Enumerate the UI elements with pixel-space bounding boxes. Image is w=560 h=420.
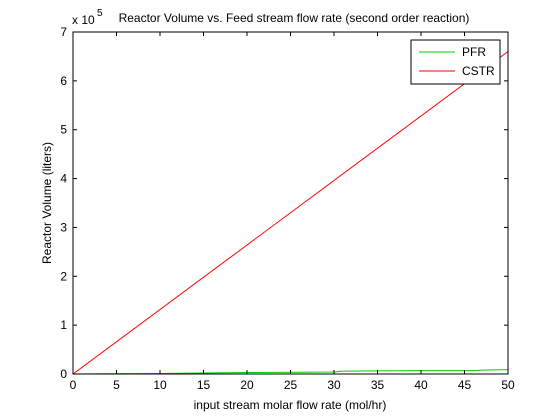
x-tick-label: 15 xyxy=(197,378,211,392)
y-tick-label: 2 xyxy=(60,269,67,283)
x-tick-label: 35 xyxy=(371,378,385,392)
x-tick-label: 45 xyxy=(458,378,472,392)
x-tick-label: 20 xyxy=(240,378,254,392)
y-tick-label: 5 xyxy=(60,123,67,137)
y-tick-label: 3 xyxy=(60,220,67,234)
series-layer xyxy=(72,51,509,375)
x-tick-label: 5 xyxy=(113,378,120,392)
y-axis-label: Reactor Volume (liters) xyxy=(40,142,54,264)
y-tick-label: 7 xyxy=(60,25,67,39)
plot-area xyxy=(73,32,508,374)
x-tick-label: 10 xyxy=(153,378,167,392)
y-tick-label: 0 xyxy=(60,367,67,381)
legend-label-cstr: CSTR xyxy=(462,64,495,78)
x-tick-label: 30 xyxy=(327,378,341,392)
axes-border xyxy=(72,31,509,375)
y-exponent-base: x 10 xyxy=(72,13,95,27)
legend-label-pfr: PFR xyxy=(462,45,486,59)
x-tick-label: 40 xyxy=(414,378,428,392)
series-line-pfr xyxy=(72,369,509,375)
x-tick-label: 0 xyxy=(70,378,77,392)
axes-frame xyxy=(72,31,509,375)
y-tick-label: 1 xyxy=(60,318,67,332)
chart-title: Reactor Volume vs. Feed stream flow rate… xyxy=(119,11,470,25)
x-tick-label: 25 xyxy=(284,378,298,392)
y-tick-label: 6 xyxy=(60,74,67,88)
legend: PFR CSTR xyxy=(410,39,501,85)
y-tick-label: 4 xyxy=(60,172,67,186)
x-axis-label: input stream molar flow rate (mol/hr) xyxy=(194,398,387,412)
series-line-cstr xyxy=(72,51,509,375)
plot-background xyxy=(73,32,508,374)
y-exponent-power: 5 xyxy=(97,8,103,19)
legend-box xyxy=(410,39,501,85)
x-tick-label: 50 xyxy=(501,378,515,392)
